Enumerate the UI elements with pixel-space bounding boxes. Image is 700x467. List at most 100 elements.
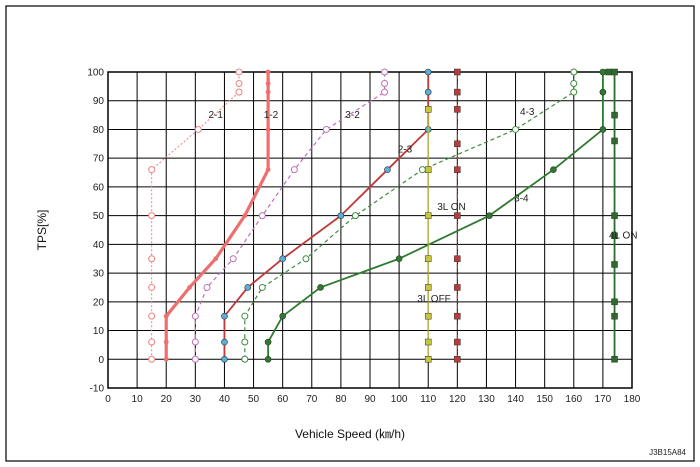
data-point (381, 68, 389, 76)
x-tick-label: 170 (595, 394, 612, 405)
data-point (244, 284, 252, 291)
x-tick-label: 130 (478, 394, 495, 405)
data-point (148, 255, 156, 263)
x-tick-label: 150 (536, 394, 553, 405)
data-point (424, 338, 432, 346)
data-point (279, 312, 286, 320)
data-point (148, 338, 156, 346)
data-point (148, 166, 156, 174)
data-point (424, 255, 432, 262)
data-point (302, 255, 310, 263)
series-0 (148, 68, 243, 363)
data-point (454, 255, 461, 262)
data-point (454, 284, 461, 291)
data-point (191, 338, 199, 346)
data-point (611, 68, 618, 76)
data-point (265, 127, 271, 132)
y-tick-label: 90 (93, 96, 105, 107)
x-tick-label: 0 (105, 394, 111, 405)
series-1 (163, 69, 271, 362)
x-tick-label: 80 (335, 394, 347, 405)
data-point (191, 355, 199, 363)
data-point (241, 355, 249, 363)
data-point (194, 125, 202, 133)
data-point (221, 355, 228, 363)
x-tick-label: 60 (277, 394, 289, 405)
series-label: 1-2 (264, 110, 279, 121)
data-point (599, 68, 607, 76)
data-point (213, 256, 219, 262)
data-point (454, 166, 461, 173)
data-point (611, 261, 618, 268)
data-point (241, 312, 249, 320)
figure-border (5, 5, 695, 462)
data-point (163, 339, 169, 345)
data-point (265, 69, 271, 75)
series-4 (241, 68, 578, 363)
data-point (424, 284, 432, 291)
data-point (454, 106, 461, 113)
data-point (235, 79, 243, 87)
y-tick-label: 30 (93, 269, 105, 280)
series-label: 3L OFF (417, 294, 451, 305)
y-tick-label: 70 (93, 154, 105, 165)
x-tick-label: 100 (391, 394, 408, 405)
y-tick-label: 100 (87, 68, 104, 79)
data-point (163, 356, 169, 362)
data-point (381, 79, 389, 87)
series-label: 3L ON (437, 202, 466, 213)
plot-frame (107, 71, 633, 389)
x-tick-label: 10 (132, 394, 144, 405)
data-point (337, 212, 345, 219)
data-point (418, 166, 426, 174)
data-point (424, 212, 432, 219)
data-point (611, 298, 618, 306)
data-point (191, 312, 199, 320)
series-line (608, 71, 616, 360)
x-tick-label: 40 (219, 394, 231, 405)
data-point (221, 338, 228, 346)
series-6 (454, 68, 461, 363)
data-point (611, 111, 618, 119)
y-tick-label: 0 (98, 355, 104, 366)
data-point (279, 255, 286, 263)
data-point (570, 79, 578, 87)
y-tick-label: -10 (90, 384, 105, 395)
x-tick-label: 160 (565, 394, 582, 405)
data-point (424, 166, 432, 173)
data-point (454, 212, 461, 219)
data-point (381, 88, 389, 96)
x-tick-label: 70 (306, 394, 318, 405)
y-tick-label: 80 (93, 125, 105, 136)
data-point (512, 125, 520, 133)
series-2 (191, 68, 389, 363)
series-8 (605, 68, 618, 363)
data-point (235, 68, 243, 76)
x-tick-label: 30 (190, 394, 202, 405)
data-point (454, 88, 461, 96)
x-tick-label: 110 (420, 394, 436, 405)
series-label: 2-3 (398, 144, 413, 155)
data-point (258, 283, 266, 291)
data-point (424, 356, 432, 363)
data-point (187, 285, 192, 290)
series-5 (264, 68, 607, 363)
data-point (229, 255, 237, 263)
data-point (384, 166, 391, 173)
data-point (148, 283, 156, 291)
series-label: 3-4 (514, 193, 529, 204)
y-tick-label: 40 (93, 240, 105, 251)
data-point (599, 88, 607, 96)
data-point (454, 356, 461, 363)
data-point (163, 313, 169, 319)
reference-code: J3B15A84 (649, 448, 686, 457)
data-point (148, 355, 156, 363)
x-tick-label: 20 (161, 394, 173, 405)
data-point (203, 283, 211, 291)
data-point (424, 68, 432, 76)
data-point (264, 355, 272, 363)
data-point (454, 338, 461, 346)
series-label: 3-2 (345, 110, 360, 121)
data-point (317, 284, 324, 291)
